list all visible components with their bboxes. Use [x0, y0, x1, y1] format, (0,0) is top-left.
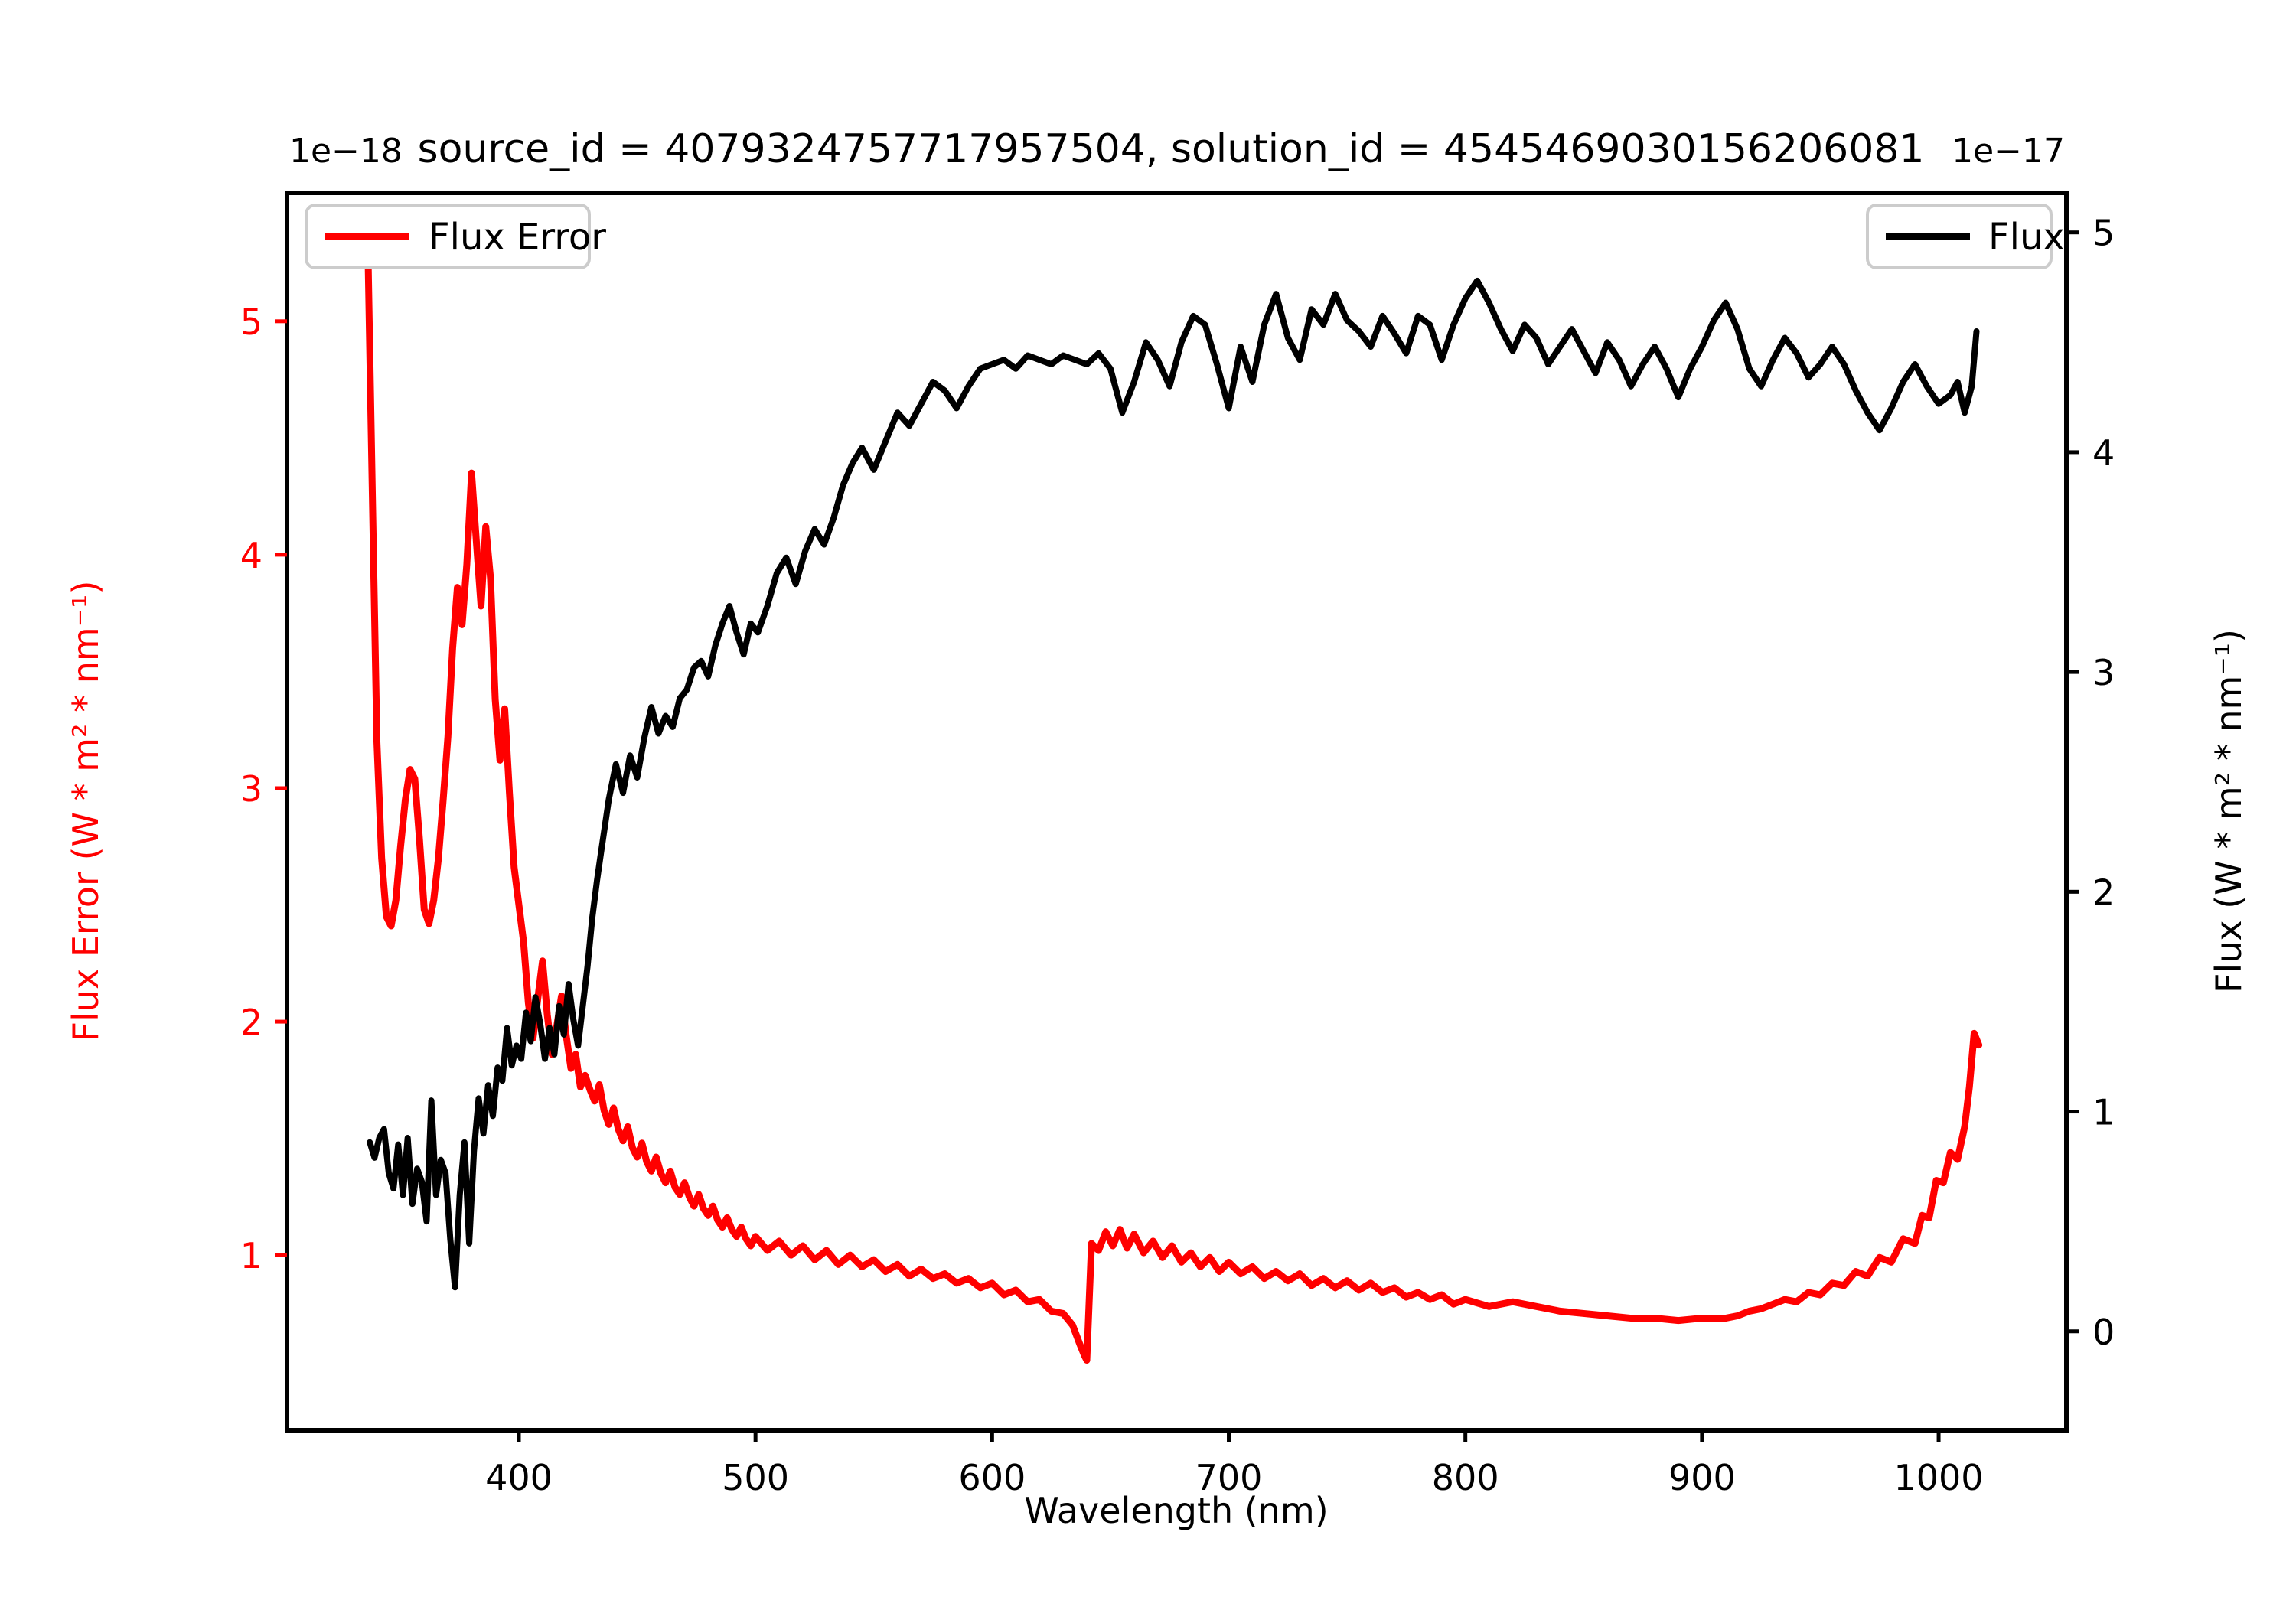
right-axis-offset-label: 1e−17: [1952, 132, 2065, 171]
y-right-tick-label: 0: [2092, 1312, 2115, 1353]
x-tick-label: 1000: [1894, 1457, 1984, 1498]
legend-right-label: Flux: [1988, 216, 2065, 259]
y-axis-left-label: Flux Error (W * m² * nm⁻¹): [65, 581, 106, 1042]
y-right-tick-label: 2: [2092, 872, 2115, 913]
x-axis-ticks: 400 500 600 700 800 900 1000: [485, 1430, 1984, 1498]
x-tick-label: 900: [1668, 1457, 1736, 1498]
legend-left-label: Flux Error: [429, 216, 606, 259]
y-left-tick-label: 1: [240, 1235, 263, 1276]
series-line-flux-error: [364, 220, 1983, 1364]
y-left-tick-label: 4: [240, 535, 263, 576]
plot-area-frame: [285, 191, 2069, 1433]
legend-flux-error[interactable]: Flux Error: [305, 204, 606, 269]
x-tick-label: 600: [958, 1457, 1026, 1498]
y-axis-left-ticks: 1 2 3 4 5: [240, 302, 287, 1276]
y-right-tick-label: 5: [2092, 213, 2115, 254]
x-tick-label: 400: [485, 1457, 553, 1498]
left-axis-offset-label: 1e−18: [289, 132, 403, 171]
x-tick-label: 800: [1432, 1457, 1499, 1498]
y-left-tick-label: 3: [240, 768, 263, 810]
x-tick-label: 700: [1195, 1457, 1263, 1498]
series-line-flux: [367, 277, 1980, 1291]
y-right-tick-label: 1: [2092, 1092, 2115, 1133]
chart-title: source_id = 4079324757717957504, solutio…: [417, 126, 1924, 172]
y-left-tick-label: 2: [240, 1002, 263, 1043]
y-right-tick-label: 3: [2092, 652, 2115, 693]
y-axis-right-label: Flux (W * m² * nm⁻¹): [2208, 629, 2249, 993]
y-axis-right-ticks: 0 1 2 3 4 5: [2066, 213, 2115, 1353]
legend-flux[interactable]: Flux: [1866, 204, 2065, 269]
legend-left-box: [305, 204, 591, 269]
x-axis-label: Wavelength (nm): [1024, 1490, 1328, 1531]
y-left-tick-label: 5: [240, 302, 263, 343]
y-right-tick-label: 4: [2092, 432, 2115, 474]
x-tick-label: 500: [722, 1457, 789, 1498]
